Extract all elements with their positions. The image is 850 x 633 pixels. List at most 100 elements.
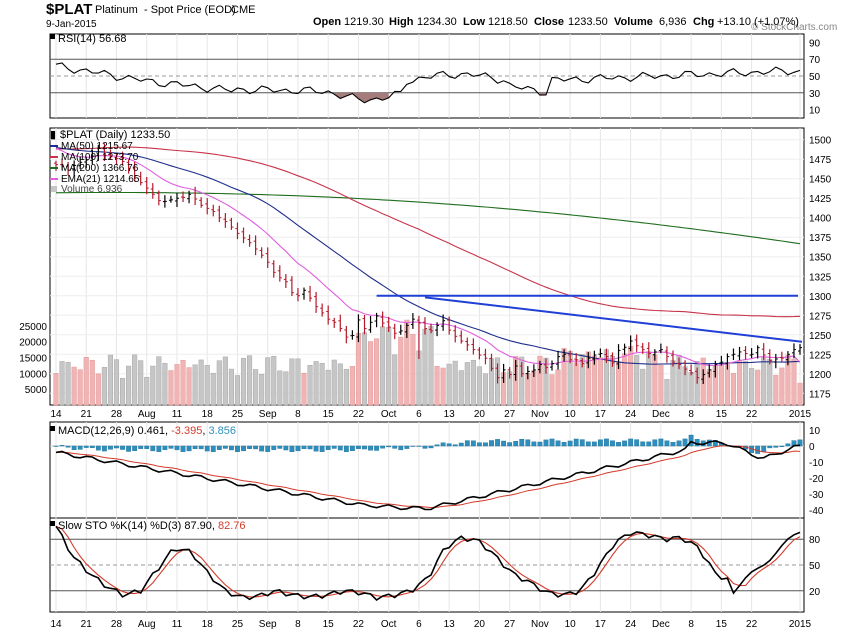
volume-bar <box>773 375 779 406</box>
volume-bar <box>331 359 337 406</box>
volume-axis-label: 10000 <box>19 369 47 380</box>
macd-histogram-bar <box>404 445 410 449</box>
macd-histogram-bar <box>543 439 549 447</box>
volume-bar <box>779 367 785 406</box>
macd-histogram-bar <box>470 440 476 447</box>
volume-bar <box>440 367 446 406</box>
date-axis-label: 8 <box>295 409 301 420</box>
macd-histogram-bar <box>313 445 319 452</box>
macd-histogram-bar <box>779 445 785 447</box>
close-label: Close <box>534 16 564 28</box>
rsi-label: RSI(14) 56.68 <box>58 33 126 45</box>
macd-histogram-bar <box>622 440 627 447</box>
date-axis-label-bottom: Oct <box>381 619 397 630</box>
macd-histogram-bar <box>688 434 694 447</box>
macd-line <box>55 440 801 511</box>
macd-histogram-bar <box>150 445 156 452</box>
macd-histogram-bar <box>216 445 222 450</box>
date-axis-label: 20 <box>474 409 486 420</box>
volume-bar <box>380 326 386 406</box>
date-axis-label: 27 <box>504 409 516 420</box>
volume-bar <box>83 357 89 406</box>
open-label: Open <box>313 16 341 28</box>
volume-bar <box>640 368 646 406</box>
macd-histogram-bar <box>247 445 252 449</box>
volume-bar <box>634 355 640 406</box>
macd-histogram-bar <box>555 440 561 447</box>
volume-bar <box>265 357 271 406</box>
date-axis-label-bottom: 8 <box>295 619 301 630</box>
price-axis-label: 1200 <box>809 370 832 381</box>
date-axis-label-bottom: 22 <box>353 619 365 630</box>
volume-bar <box>343 368 349 406</box>
date-axis-label-bottom: 6 <box>416 619 422 630</box>
macd-histogram-bar <box>132 445 138 451</box>
volume-bar <box>132 354 138 406</box>
volume-bar <box>367 341 374 406</box>
volume-axis-label: 15000 <box>19 354 47 365</box>
volume-bar <box>210 372 216 406</box>
macd-histogram-bar <box>386 445 392 448</box>
volume-bar <box>622 353 628 406</box>
date-axis-label: 28 <box>111 409 123 420</box>
macd-histogram-bar <box>174 445 180 451</box>
volume-bar <box>204 365 210 406</box>
macd-histogram-bar <box>422 445 428 449</box>
volume-bar <box>240 357 247 406</box>
rsi-axis-label: 90 <box>809 38 821 49</box>
volume-value: 6,936 <box>659 16 687 28</box>
volume-bar <box>664 379 670 406</box>
ma50-line <box>55 146 800 365</box>
date-axis-label: 24 <box>625 409 637 420</box>
macd-axis-label: -40 <box>809 506 824 517</box>
price-axis-label: 1325 <box>809 272 832 283</box>
volume-bar <box>101 366 107 406</box>
header-symbol: $PLAT <box>46 1 92 18</box>
sto-k-line <box>55 525 801 602</box>
macd-histogram-bar <box>253 445 259 450</box>
macd-histogram-bar <box>307 445 313 450</box>
macd-histogram-bar <box>89 445 95 449</box>
volume-bar <box>392 354 398 406</box>
header-date: 9-Jan-2015 <box>46 19 97 30</box>
date-axis-label-bottom: 25 <box>232 619 244 630</box>
volume-bar <box>283 371 289 406</box>
macd-histogram-bar <box>289 445 295 453</box>
macd-histogram-bar <box>773 445 779 448</box>
macd-histogram-bar <box>573 438 579 447</box>
watermark: © StockCharts.com <box>751 22 837 33</box>
macd-histogram-bar <box>108 445 113 450</box>
volume-bar <box>301 372 307 406</box>
price-marker-icon: ▮ <box>50 129 56 141</box>
date-axis-label-bottom: Aug <box>138 619 156 630</box>
macd-histogram-bar <box>186 445 192 452</box>
price-axis-label: 1450 <box>809 175 832 186</box>
volume-bar <box>718 363 724 406</box>
volume-bar <box>107 354 113 406</box>
ma200-legend: MA(200) 1366.76 <box>61 163 139 174</box>
macd-panel <box>50 434 804 511</box>
volume-bar <box>422 328 428 406</box>
macd-histogram-bar <box>362 445 367 450</box>
macd-histogram-bar <box>204 445 210 452</box>
volume-bar <box>452 360 458 406</box>
volume-bar <box>646 351 652 406</box>
macd-marker-icon <box>50 426 55 431</box>
volume-bar <box>180 359 186 406</box>
volume-bar <box>156 356 162 406</box>
open-value: 1219.30 <box>344 16 384 28</box>
macd-histogram-bar <box>325 445 331 450</box>
volume-bar <box>192 364 198 406</box>
volume-bar <box>77 369 83 406</box>
macd-histogram-bar <box>180 445 186 452</box>
volume-axis-label: 5000 <box>25 385 48 396</box>
price-axis-label: 1425 <box>809 194 832 205</box>
price-axis-label: 1225 <box>809 350 832 361</box>
date-axis-label-bottom: 13 <box>444 619 456 630</box>
volume-bar <box>482 373 489 406</box>
volume-bar <box>313 361 319 406</box>
volume-bar <box>549 374 555 406</box>
macd-histogram-bar <box>670 441 676 447</box>
macd-label: MACD(12,26,9) 0.461, -3.395, 3.856 <box>58 425 236 437</box>
